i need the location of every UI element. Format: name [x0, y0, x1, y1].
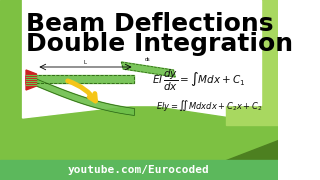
Polygon shape [22, 87, 278, 180]
Bar [36, 75, 134, 83]
Polygon shape [122, 62, 175, 77]
Text: $Ely = \iint Mdxdx + C_2x + C_2$: $Ely = \iint Mdxdx + C_2x + C_2$ [156, 98, 262, 113]
Polygon shape [36, 79, 134, 116]
Text: ds: ds [145, 57, 150, 62]
Polygon shape [22, 0, 261, 118]
Bar [0, 0, 22, 180]
Polygon shape [26, 76, 36, 90]
Text: Beam Deflections: Beam Deflections [26, 12, 274, 36]
Polygon shape [26, 70, 36, 84]
Bar [36, 75, 134, 83]
Text: youtube.com/Eurocoded: youtube.com/Eurocoded [68, 165, 210, 175]
Bar [22, 0, 261, 105]
Polygon shape [173, 140, 278, 180]
Text: L: L [84, 60, 87, 65]
Bar [0, 160, 278, 180]
Polygon shape [226, 0, 278, 125]
Text: Double Integration: Double Integration [26, 32, 293, 56]
Text: $EI\,\dfrac{dy}{dx} = \int Mdx + C_1$: $EI\,\dfrac{dy}{dx} = \int Mdx + C_1$ [152, 68, 245, 93]
